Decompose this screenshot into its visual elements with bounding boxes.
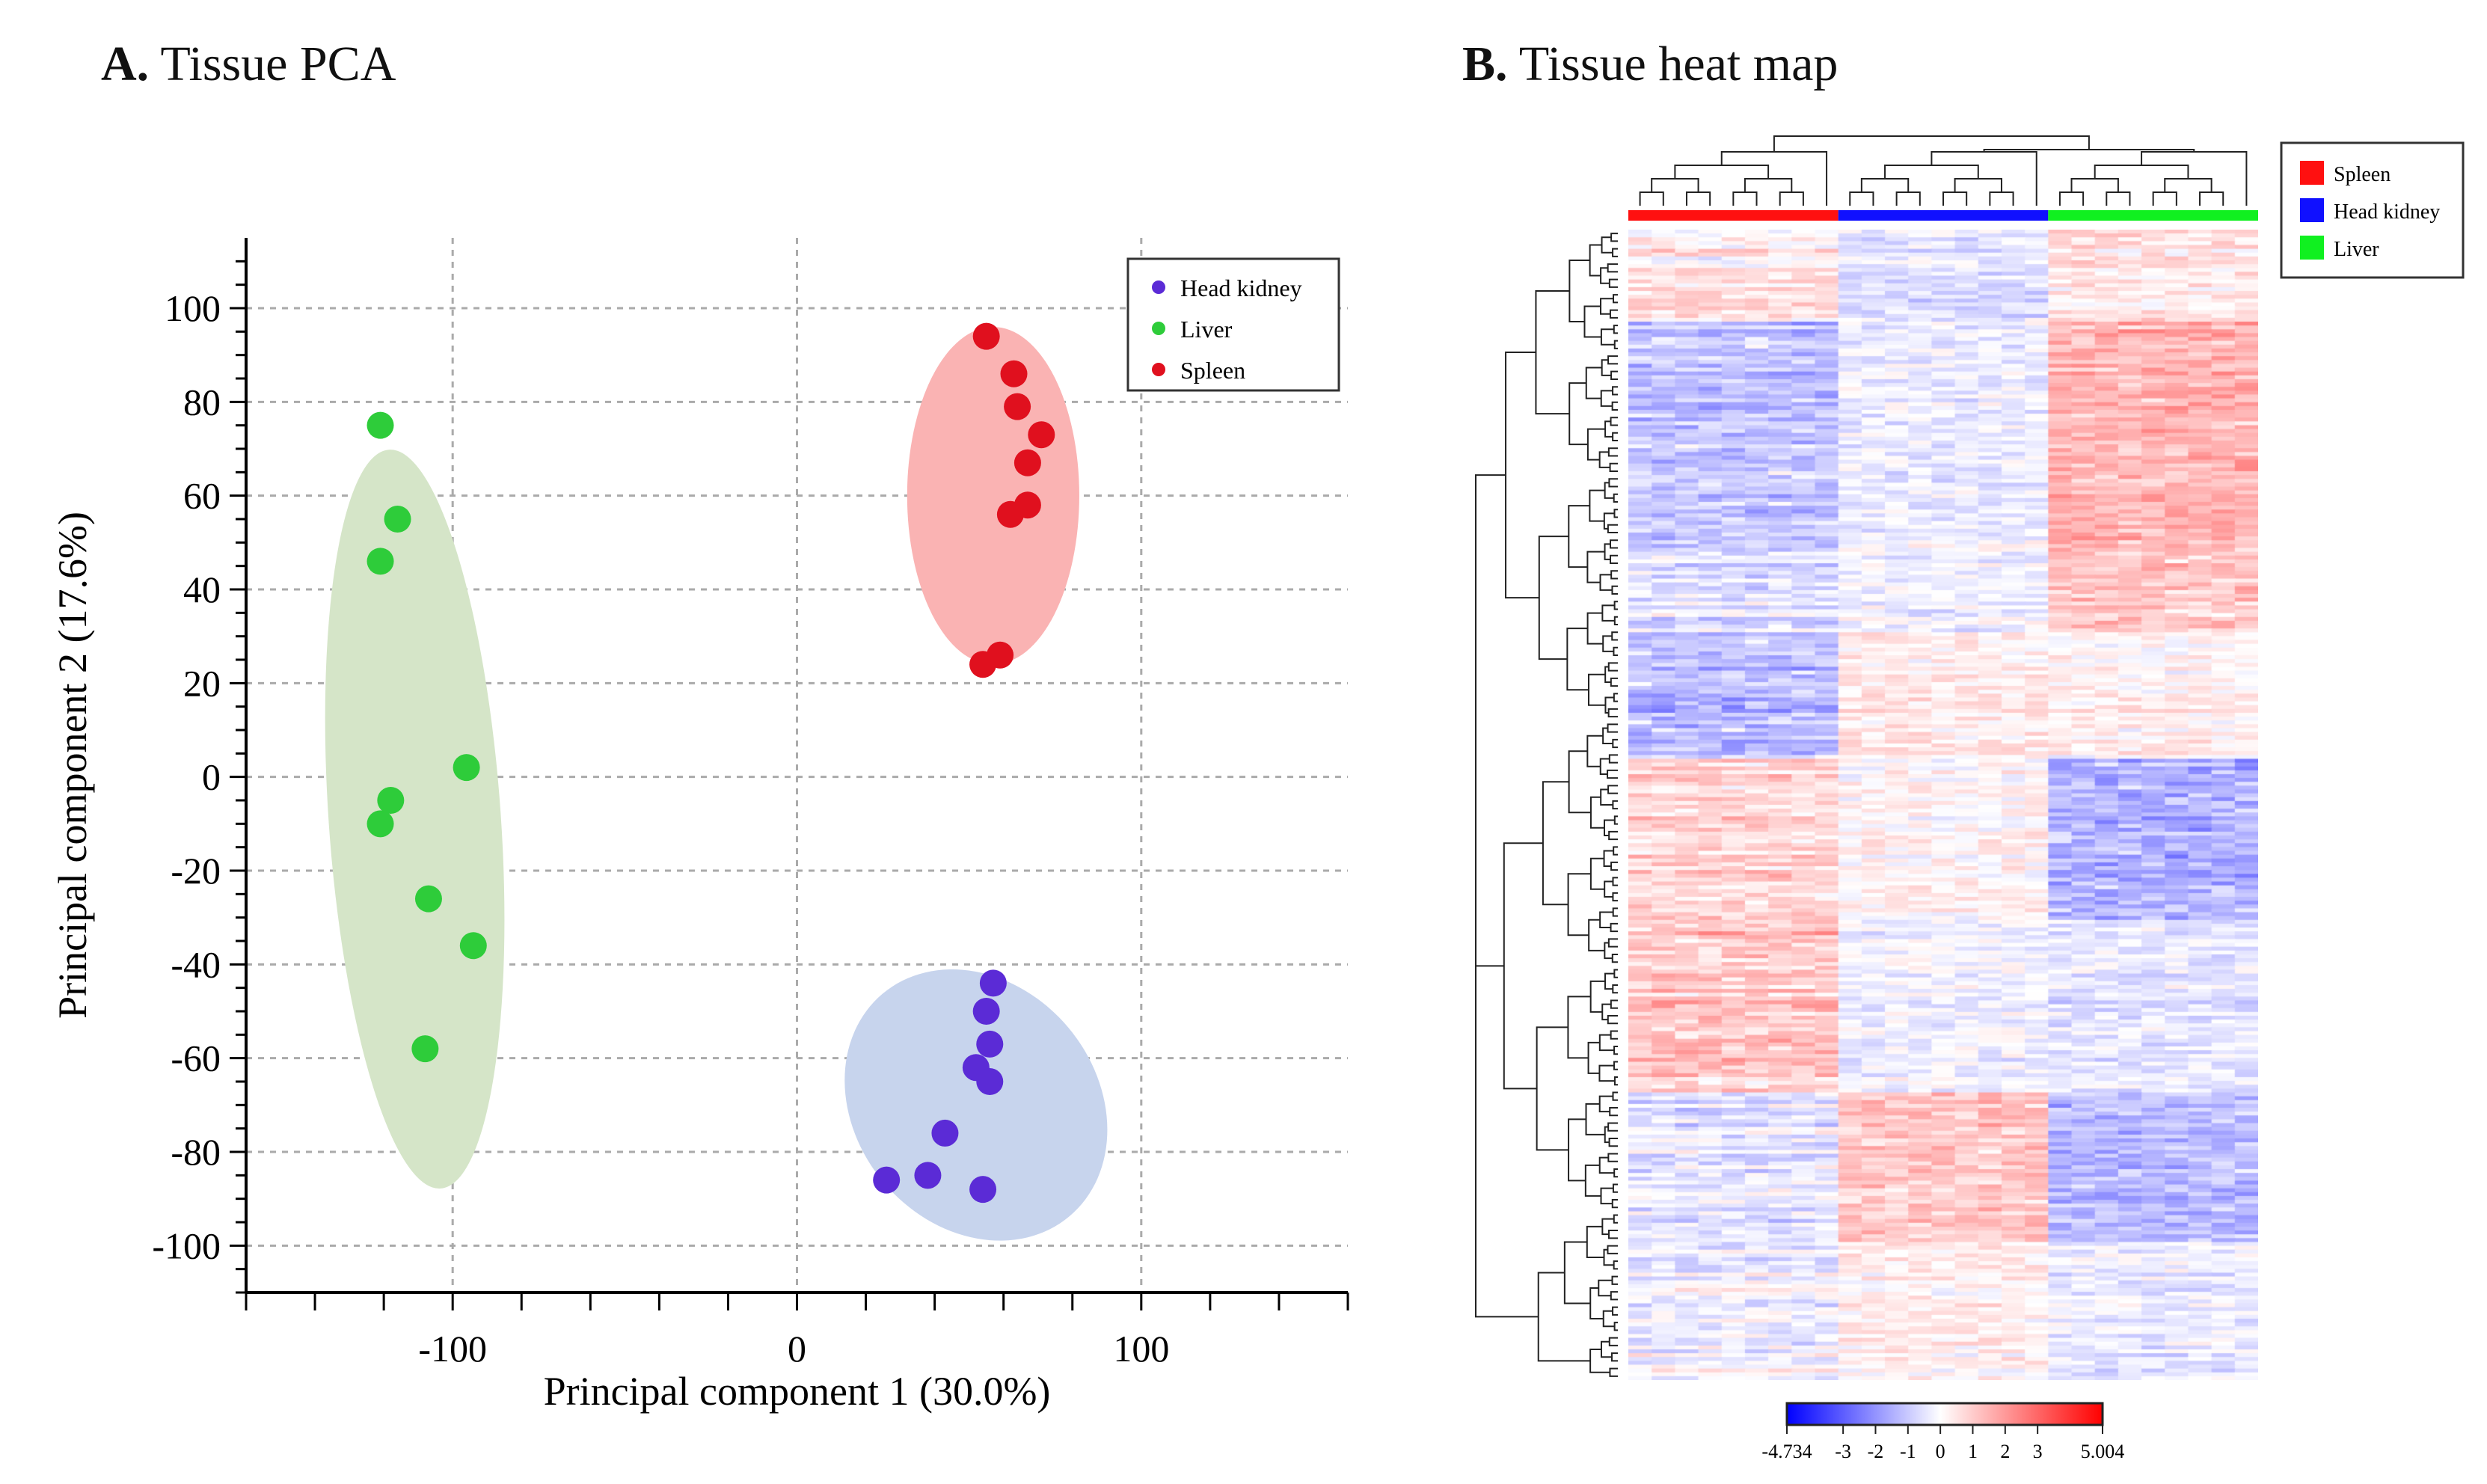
data-point <box>914 1162 942 1189</box>
data-point <box>1004 393 1031 420</box>
data-point <box>1028 421 1055 449</box>
y-tick-label: 80 <box>183 381 221 423</box>
data-point <box>972 322 1000 350</box>
legend-marker <box>1152 322 1165 335</box>
data-point <box>377 787 405 814</box>
y-tick-label: -80 <box>171 1131 221 1173</box>
legend-label: Spleen <box>1180 357 1245 384</box>
panel-b-title: B. Tissue heat map <box>1462 37 1839 91</box>
y-tick-label: 60 <box>183 475 221 517</box>
y-tick-label: -60 <box>171 1037 221 1079</box>
data-point <box>411 1035 439 1063</box>
data-point <box>414 885 442 913</box>
data-point <box>873 1166 901 1194</box>
x-tick-label: 100 <box>1113 1328 1169 1370</box>
confidence-ellipse <box>907 327 1079 665</box>
legend-label: Head kidney <box>1180 275 1302 301</box>
y-tick-label: 100 <box>165 287 221 329</box>
data-point <box>931 1119 959 1147</box>
heatmap-cells <box>1628 230 2258 1380</box>
y-tick-label: 0 <box>202 756 221 798</box>
data-point <box>459 932 487 960</box>
confidence-ellipse <box>325 450 505 1189</box>
x-axis-label: Principal component 1 (30.0%) <box>544 1369 1051 1414</box>
confidence-ellipse <box>844 969 1108 1241</box>
data-point <box>972 998 1000 1025</box>
data-point <box>367 411 394 439</box>
legend-marker <box>1152 363 1165 376</box>
y-tick-label: 40 <box>183 568 221 610</box>
legend-marker <box>1152 280 1165 294</box>
data-point <box>367 810 394 838</box>
x-tick-label: -100 <box>418 1328 487 1370</box>
data-point <box>976 1030 1004 1058</box>
y-tick-label: 20 <box>183 662 221 704</box>
data-point <box>367 548 394 575</box>
data-point <box>1000 360 1028 387</box>
data-point <box>969 1176 997 1204</box>
data-point <box>976 1068 1004 1095</box>
y-axis-label: Principal component 2 (17.6%) <box>50 512 95 1019</box>
data-point <box>453 754 480 782</box>
data-point <box>996 500 1024 528</box>
data-point <box>979 969 1007 997</box>
data-point <box>384 506 411 533</box>
x-tick-label: 0 <box>788 1328 806 1370</box>
y-tick-label: -40 <box>171 943 221 985</box>
y-tick-label: -20 <box>171 850 221 892</box>
data-point <box>969 651 997 678</box>
legend-label: Liver <box>1180 316 1233 343</box>
panel-a-title: A. Tissue PCA <box>101 37 396 91</box>
data-point <box>1013 449 1041 476</box>
y-tick-label: -100 <box>152 1224 221 1266</box>
